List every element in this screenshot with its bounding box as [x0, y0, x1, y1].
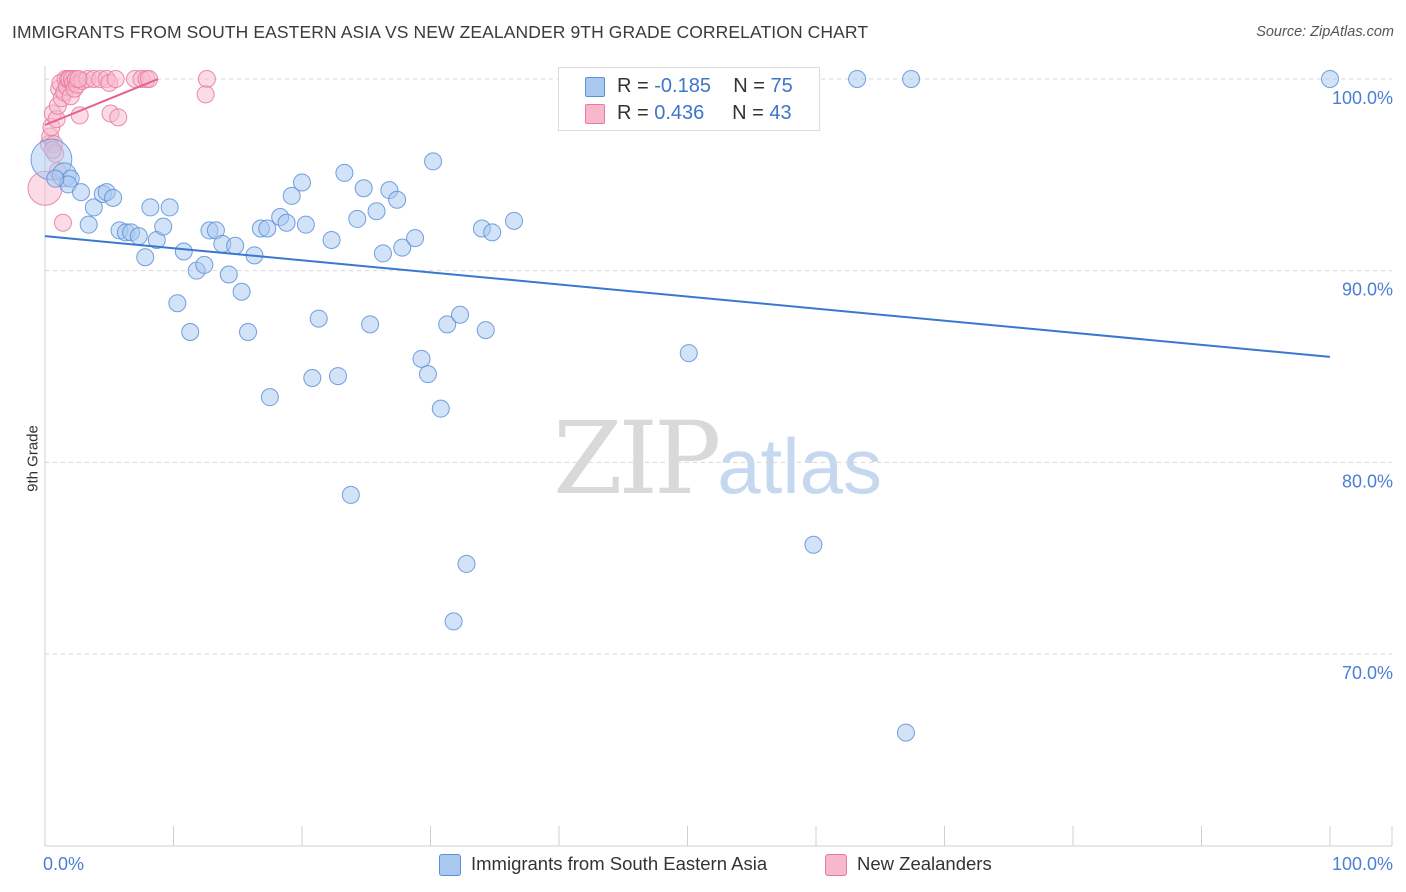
watermark: ZIPatlas: [553, 400, 882, 517]
blue-point: [424, 152, 443, 171]
source-label: Source: ZipAtlas.com: [1256, 24, 1394, 40]
pink-point: [69, 70, 88, 88]
blue-point: [293, 173, 311, 192]
bottom-legend-swatch-blue: [439, 854, 461, 876]
legend-n-value: 43: [769, 102, 792, 124]
tick-labels: 100.0% 90.0% 80.0% 70.0% 0.0% 100.0%: [43, 88, 1393, 874]
blue-point: [239, 323, 258, 341]
blue-point: [902, 70, 921, 88]
blue-point: [84, 198, 103, 217]
blue-point: [154, 217, 173, 236]
watermark-atlas: atlas: [717, 422, 883, 510]
blue-point: [335, 163, 354, 182]
pink-point: [53, 213, 72, 232]
blue-point: [232, 282, 251, 301]
blue-point: [848, 70, 867, 88]
blue-point: [174, 242, 193, 261]
pink-point: [196, 85, 215, 104]
blue-point: [367, 202, 386, 221]
blue-point: [393, 238, 412, 257]
legend-r-label: R =: [617, 75, 649, 97]
blue-point: [457, 554, 476, 573]
legend-r-label: R =: [617, 102, 649, 124]
blue-point: [438, 315, 457, 334]
blue-point: [361, 315, 380, 334]
blue-point: [260, 388, 279, 407]
blue-point: [1321, 70, 1339, 88]
x-tick-label: 100.0%: [1332, 854, 1393, 874]
x-tick-label: 0.0%: [43, 854, 84, 874]
blue-point: [451, 305, 470, 324]
blue-point: [896, 723, 915, 742]
blue-point: [388, 190, 407, 209]
blue-point: [444, 612, 463, 631]
bottom-legend-swatch-pink: [825, 854, 847, 876]
blue-point: [136, 248, 155, 267]
axes: [44, 66, 1393, 847]
blue-point: [160, 198, 179, 217]
blue-point: [129, 227, 148, 246]
pink-point: [106, 70, 125, 88]
blue-point: [303, 369, 322, 387]
legend-n-label: N =: [732, 102, 764, 124]
blue-point: [483, 223, 502, 242]
bottom-legend-label-pink: New Zealanders: [857, 853, 992, 874]
pink-point: [109, 108, 128, 127]
blue-point: [431, 399, 450, 418]
blue-point: [226, 236, 245, 255]
blue-point: [168, 294, 187, 313]
trend-lines: [44, 78, 1331, 358]
bottom-legend-label-blue: Immigrants from South Eastern Asia: [471, 853, 768, 874]
legend-r-value: -0.185: [654, 75, 711, 97]
y-tick-label: 80.0%: [1342, 471, 1393, 491]
pink-trend-line: [44, 78, 159, 126]
y-tick-label: 90.0%: [1342, 280, 1393, 300]
legend-r-value: 0.436: [654, 102, 705, 124]
blue-point: [418, 365, 437, 384]
y-tick-label: 70.0%: [1342, 663, 1393, 683]
blue-point: [104, 188, 123, 207]
chart-title: IMMIGRANTS FROM SOUTH EASTERN ASIA VS NE…: [12, 22, 869, 42]
watermark-zip: ZIP: [553, 400, 721, 517]
pink-point: [197, 70, 216, 88]
grid-lines: [45, 78, 1392, 655]
blue-point: [141, 198, 160, 217]
blue-point: [412, 349, 431, 368]
blue-trend-line: [44, 235, 1331, 358]
blue-point: [505, 211, 524, 230]
legend-swatch-blue: [585, 77, 605, 97]
blue-point: [406, 229, 425, 248]
blue-point: [309, 309, 328, 328]
blue-point: [373, 244, 392, 263]
blue-point: [195, 255, 214, 274]
blue-point: [341, 485, 360, 504]
sea-immigrants-points: [30, 70, 1339, 742]
blue-point: [328, 367, 347, 386]
blue-point: [79, 215, 98, 234]
blue-point: [71, 183, 90, 202]
blue-point: [322, 231, 341, 249]
blue-point: [296, 215, 315, 234]
stats-legend: R = -0.185 N = 75 R = 0.436 N = 43: [558, 67, 820, 131]
legend-n-value: 75: [770, 75, 793, 97]
blue-point: [219, 265, 238, 284]
legend-swatch-pink: [585, 104, 605, 124]
legend-n-label: N =: [733, 75, 765, 97]
y-tick-label: 100.0%: [1332, 88, 1393, 108]
blue-point: [181, 323, 200, 341]
blue-point: [348, 209, 367, 228]
blue-point: [258, 219, 277, 238]
blue-point: [46, 169, 65, 188]
blue-point: [679, 344, 698, 363]
blue-point: [354, 179, 373, 198]
blue-point: [277, 213, 296, 232]
blue-point: [476, 321, 495, 340]
blue-point: [282, 186, 301, 205]
blue-point: [804, 535, 823, 554]
